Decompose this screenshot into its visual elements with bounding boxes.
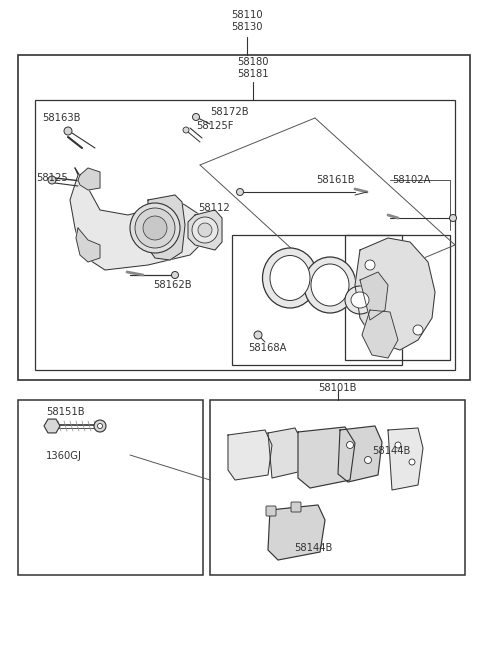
Circle shape <box>130 203 180 253</box>
Ellipse shape <box>304 257 356 313</box>
Circle shape <box>409 459 415 465</box>
Circle shape <box>48 176 56 184</box>
Text: 58144B: 58144B <box>372 446 410 456</box>
Polygon shape <box>78 168 100 190</box>
Circle shape <box>183 127 189 133</box>
Polygon shape <box>355 238 435 350</box>
Text: 58180: 58180 <box>237 57 269 67</box>
Circle shape <box>94 420 106 432</box>
Polygon shape <box>268 505 325 560</box>
Text: 58110: 58110 <box>231 10 263 20</box>
Circle shape <box>97 424 103 428</box>
Circle shape <box>171 272 179 278</box>
Polygon shape <box>188 210 222 250</box>
Circle shape <box>395 442 401 448</box>
Circle shape <box>135 208 175 248</box>
Bar <box>18 400 203 575</box>
Circle shape <box>64 127 72 135</box>
Text: 58130: 58130 <box>231 22 263 32</box>
Ellipse shape <box>345 286 375 314</box>
Polygon shape <box>338 426 382 482</box>
Circle shape <box>364 457 372 464</box>
Ellipse shape <box>263 248 317 308</box>
Ellipse shape <box>270 255 310 301</box>
Bar <box>232 235 402 365</box>
FancyBboxPatch shape <box>266 506 276 516</box>
Text: 58162B: 58162B <box>153 280 192 290</box>
Polygon shape <box>298 427 355 488</box>
Polygon shape <box>360 272 388 320</box>
Text: 58151B: 58151B <box>46 407 84 417</box>
Circle shape <box>192 113 200 121</box>
Text: 58144B: 58144B <box>294 543 332 553</box>
Circle shape <box>192 217 218 243</box>
Text: 58181: 58181 <box>237 69 269 79</box>
Text: 58125: 58125 <box>36 173 68 183</box>
Text: 58125F: 58125F <box>196 121 233 131</box>
Bar <box>18 55 470 380</box>
Ellipse shape <box>311 264 349 306</box>
Circle shape <box>198 223 212 237</box>
Circle shape <box>254 331 262 339</box>
Text: 58161B: 58161B <box>316 175 355 185</box>
Polygon shape <box>362 310 398 358</box>
Bar <box>210 400 465 575</box>
Text: 1360GJ: 1360GJ <box>46 451 82 461</box>
FancyBboxPatch shape <box>291 502 301 512</box>
Circle shape <box>365 260 375 270</box>
Polygon shape <box>70 168 205 270</box>
Circle shape <box>413 325 423 335</box>
Circle shape <box>347 441 353 449</box>
Polygon shape <box>388 428 423 490</box>
Bar <box>345 235 450 360</box>
Ellipse shape <box>351 292 369 308</box>
Polygon shape <box>148 195 185 260</box>
Circle shape <box>143 216 167 240</box>
Text: 58163B: 58163B <box>42 113 81 123</box>
Polygon shape <box>268 428 302 478</box>
Circle shape <box>237 189 243 195</box>
Bar <box>35 100 455 370</box>
Polygon shape <box>76 228 100 262</box>
Text: 58172B: 58172B <box>210 107 249 117</box>
Text: 58168A: 58168A <box>248 343 287 353</box>
Text: 58101B: 58101B <box>318 383 357 393</box>
Polygon shape <box>228 430 272 480</box>
Text: 58112: 58112 <box>198 203 230 213</box>
Text: 58102A: 58102A <box>392 175 431 185</box>
Circle shape <box>449 214 456 221</box>
